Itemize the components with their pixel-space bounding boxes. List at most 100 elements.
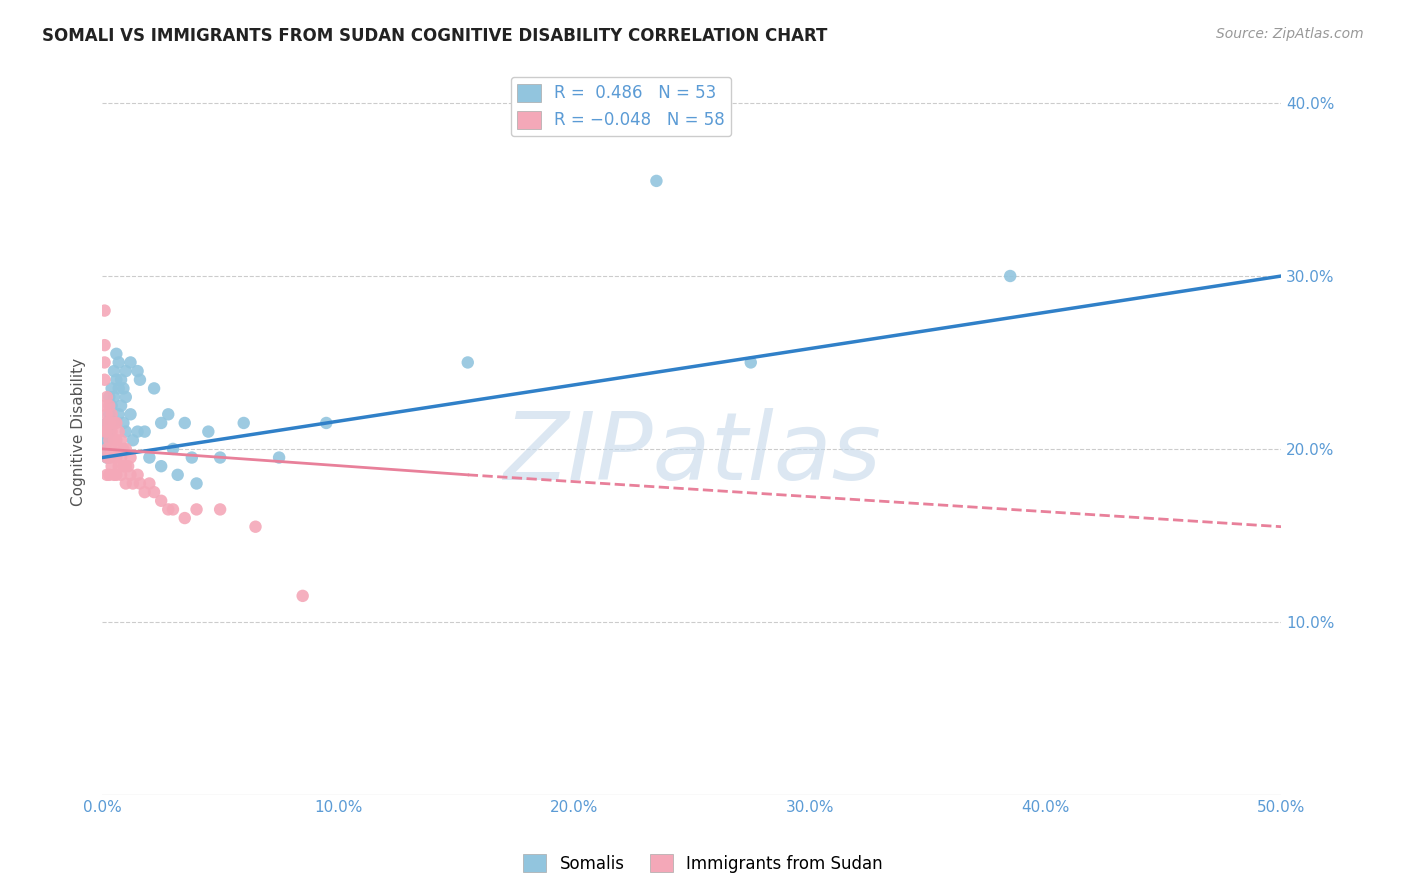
Point xyxy=(107,407,129,421)
Point xyxy=(112,442,135,456)
Point xyxy=(93,399,115,413)
Point xyxy=(157,407,180,421)
Point xyxy=(117,459,139,474)
Point xyxy=(93,373,115,387)
Point xyxy=(100,442,122,456)
Point xyxy=(105,373,128,387)
Point xyxy=(96,390,118,404)
Point xyxy=(110,450,132,465)
Point xyxy=(93,338,115,352)
Point xyxy=(457,355,479,369)
Point xyxy=(96,407,118,421)
Point xyxy=(127,364,149,378)
Point xyxy=(103,434,125,448)
Point xyxy=(93,355,115,369)
Point xyxy=(100,407,122,421)
Point xyxy=(173,416,195,430)
Point xyxy=(107,442,129,456)
Point xyxy=(150,416,173,430)
Legend: R =  0.486   N = 53, R = −0.048   N = 58: R = 0.486 N = 53, R = −0.048 N = 58 xyxy=(510,77,731,136)
Point xyxy=(100,399,122,413)
Point xyxy=(93,303,115,318)
Point xyxy=(96,425,118,439)
Point xyxy=(110,399,132,413)
Point xyxy=(114,459,136,474)
Point xyxy=(129,476,152,491)
Point xyxy=(127,467,149,482)
Point xyxy=(107,425,129,439)
Point xyxy=(209,502,232,516)
Point xyxy=(105,434,128,448)
Point xyxy=(209,450,232,465)
Point xyxy=(110,434,132,448)
Point xyxy=(127,425,149,439)
Point xyxy=(103,390,125,404)
Point xyxy=(150,459,173,474)
Point xyxy=(98,450,121,465)
Point xyxy=(105,416,128,430)
Point xyxy=(740,355,762,369)
Point xyxy=(107,355,129,369)
Point xyxy=(134,425,156,439)
Text: SOMALI VS IMMIGRANTS FROM SUDAN COGNITIVE DISABILITY CORRELATION CHART: SOMALI VS IMMIGRANTS FROM SUDAN COGNITIV… xyxy=(42,27,828,45)
Point xyxy=(103,416,125,430)
Point xyxy=(173,511,195,525)
Point xyxy=(98,450,121,465)
Point xyxy=(96,416,118,430)
Point xyxy=(186,502,208,516)
Point xyxy=(245,519,267,533)
Point xyxy=(114,425,136,439)
Point xyxy=(134,485,156,500)
Point xyxy=(103,364,125,378)
Point xyxy=(120,450,142,465)
Point xyxy=(129,373,152,387)
Point xyxy=(100,459,122,474)
Point xyxy=(98,407,121,421)
Point xyxy=(157,502,180,516)
Point xyxy=(166,467,188,482)
Point xyxy=(93,434,115,448)
Point xyxy=(96,416,118,430)
Point xyxy=(103,467,125,482)
Point xyxy=(120,467,142,482)
Point xyxy=(291,589,314,603)
Point xyxy=(105,347,128,361)
Point xyxy=(98,390,121,404)
Point xyxy=(315,416,337,430)
Point xyxy=(96,450,118,465)
Point xyxy=(138,450,160,465)
Legend: Somalis, Immigrants from Sudan: Somalis, Immigrants from Sudan xyxy=(516,847,890,880)
Point xyxy=(98,416,121,430)
Point xyxy=(96,450,118,465)
Point xyxy=(110,467,132,482)
Point xyxy=(112,416,135,430)
Point xyxy=(162,502,184,516)
Point xyxy=(93,442,115,456)
Point xyxy=(98,399,121,413)
Point xyxy=(112,381,135,395)
Point xyxy=(150,493,173,508)
Point xyxy=(232,416,254,430)
Point xyxy=(114,442,136,456)
Point xyxy=(645,174,668,188)
Text: Source: ZipAtlas.com: Source: ZipAtlas.com xyxy=(1216,27,1364,41)
Point xyxy=(122,476,145,491)
Point xyxy=(96,467,118,482)
Point xyxy=(143,381,166,395)
Point xyxy=(105,450,128,465)
Point xyxy=(143,485,166,500)
Point xyxy=(197,425,219,439)
Point xyxy=(105,467,128,482)
Point xyxy=(120,355,142,369)
Point xyxy=(107,459,129,474)
Point xyxy=(100,381,122,395)
Point xyxy=(267,450,290,465)
Point xyxy=(138,476,160,491)
Point xyxy=(180,450,202,465)
Point xyxy=(100,416,122,430)
Point xyxy=(98,425,121,439)
Point xyxy=(98,467,121,482)
Point xyxy=(98,434,121,448)
Point xyxy=(114,364,136,378)
Point xyxy=(998,268,1021,283)
